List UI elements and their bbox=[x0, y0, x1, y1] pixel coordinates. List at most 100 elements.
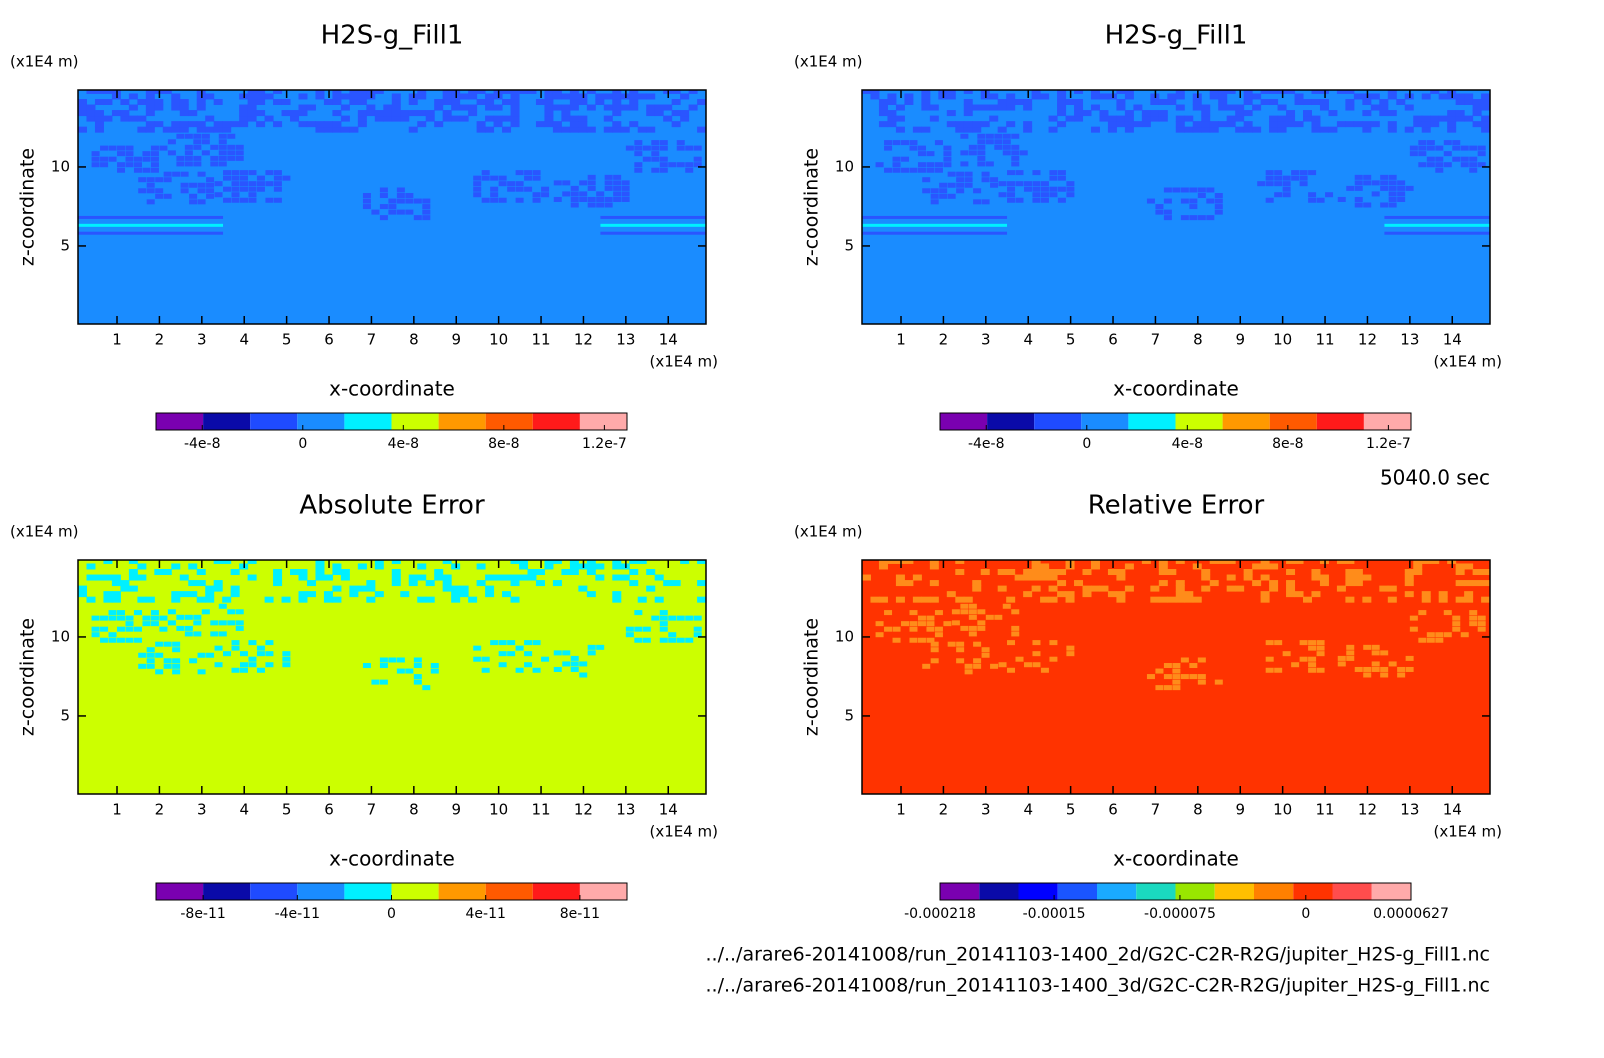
contour-patch bbox=[1040, 574, 1050, 581]
contour-patch bbox=[1345, 596, 1355, 603]
contour-patch bbox=[934, 610, 943, 616]
contour-patch bbox=[196, 569, 206, 576]
contour-patch bbox=[604, 202, 613, 208]
contour-patch bbox=[688, 104, 698, 111]
contour-patch bbox=[171, 93, 181, 100]
contour-patch bbox=[510, 99, 520, 106]
contour-patch bbox=[960, 133, 969, 139]
contour-patch bbox=[1353, 574, 1363, 581]
contour-patch bbox=[904, 560, 914, 564]
colorbar-frame bbox=[155, 412, 628, 431]
contour-patch bbox=[1048, 585, 1058, 592]
contour-patch bbox=[1418, 140, 1427, 146]
contour-patch bbox=[671, 99, 681, 106]
contour-patch bbox=[218, 139, 227, 145]
colorbar-tick-label: -0.000218 bbox=[904, 906, 976, 922]
contour-patch bbox=[990, 663, 999, 669]
contour-patch bbox=[527, 569, 537, 576]
contour-patch bbox=[994, 144, 1003, 150]
contour-patch bbox=[1124, 90, 1134, 94]
contour-patch bbox=[1387, 596, 1397, 603]
contour-patch bbox=[1362, 99, 1372, 106]
contour-patch bbox=[145, 121, 155, 128]
contour-band bbox=[862, 223, 1008, 227]
contour-patch bbox=[1206, 187, 1215, 193]
contour-patch bbox=[1418, 151, 1427, 157]
contour-patch bbox=[417, 563, 427, 570]
contour-patch bbox=[357, 585, 367, 592]
contour-patch bbox=[239, 186, 248, 192]
contour-patch bbox=[1447, 115, 1457, 122]
contour-patch bbox=[239, 104, 249, 111]
contour-patch bbox=[172, 171, 181, 177]
contour-patch bbox=[94, 115, 104, 122]
contour-patch bbox=[1006, 99, 1016, 106]
contour-patch bbox=[972, 121, 982, 128]
contour-patch bbox=[612, 560, 622, 564]
contour-patch bbox=[570, 661, 579, 667]
contour-patch bbox=[922, 663, 931, 669]
colorbar-segment bbox=[203, 883, 251, 900]
contour-patch bbox=[1294, 99, 1304, 106]
contour-patch bbox=[383, 110, 393, 117]
contour-patch bbox=[620, 126, 630, 133]
contour-patch bbox=[1007, 170, 1016, 176]
contour-patch bbox=[315, 574, 325, 581]
contour-patch bbox=[282, 656, 291, 662]
contour-patch bbox=[1057, 186, 1066, 192]
contour-patch bbox=[400, 591, 410, 598]
contour-patch bbox=[579, 180, 588, 186]
contour-patch bbox=[929, 115, 939, 122]
contour-patch bbox=[1260, 560, 1270, 564]
contour-patch bbox=[298, 121, 308, 128]
contour-patch bbox=[128, 560, 138, 564]
contour-patch bbox=[1049, 186, 1058, 192]
x-tick-label: 11 bbox=[532, 331, 551, 349]
contour-patch bbox=[357, 563, 367, 570]
contour-patch bbox=[349, 93, 359, 100]
contour-patch bbox=[1308, 656, 1317, 662]
contour-patch bbox=[569, 99, 579, 106]
contour-patch bbox=[1346, 644, 1355, 650]
contour-patch bbox=[693, 632, 702, 638]
contour-patch bbox=[176, 133, 185, 139]
contour-patch bbox=[926, 167, 935, 173]
contour-patch bbox=[943, 151, 952, 157]
contour-band bbox=[1384, 223, 1490, 227]
contour-patch bbox=[1421, 115, 1431, 122]
contour-patch bbox=[634, 626, 643, 632]
contour-patch bbox=[1337, 196, 1346, 202]
contour-patch bbox=[1464, 93, 1474, 100]
contour-patch bbox=[1418, 145, 1427, 151]
contour-patch bbox=[1124, 585, 1134, 592]
x-tick-label: 10 bbox=[1273, 801, 1292, 819]
contour-patch bbox=[1477, 162, 1486, 168]
contour-patch bbox=[125, 162, 134, 168]
contour-patch bbox=[1133, 104, 1143, 111]
contour-patch bbox=[524, 175, 533, 181]
colorbar-segment bbox=[203, 413, 251, 430]
contour-patch bbox=[103, 591, 113, 598]
contour-patch bbox=[612, 596, 622, 603]
contour-patch bbox=[1048, 126, 1058, 133]
contour-patch bbox=[884, 140, 893, 146]
contour-patch bbox=[1197, 187, 1206, 193]
contour-patch bbox=[1380, 672, 1389, 678]
contour-patch bbox=[150, 145, 159, 151]
contour-patch bbox=[904, 580, 914, 587]
contour-patch bbox=[620, 574, 630, 581]
contour-patch bbox=[1048, 596, 1058, 603]
contour-patch bbox=[1124, 110, 1134, 117]
contour-patch bbox=[612, 121, 622, 128]
contour-patch bbox=[94, 574, 104, 581]
contour-patch bbox=[1032, 662, 1041, 668]
x-tick-label: 3 bbox=[197, 801, 207, 819]
contour-patch bbox=[1011, 144, 1020, 150]
contour-patch bbox=[1387, 585, 1397, 592]
contour-patch bbox=[442, 585, 452, 592]
contour-patch bbox=[1354, 185, 1363, 191]
contour-patch bbox=[875, 632, 884, 638]
contour-patch bbox=[371, 679, 380, 685]
contour-patch bbox=[946, 110, 956, 117]
contour-patch bbox=[473, 181, 482, 187]
